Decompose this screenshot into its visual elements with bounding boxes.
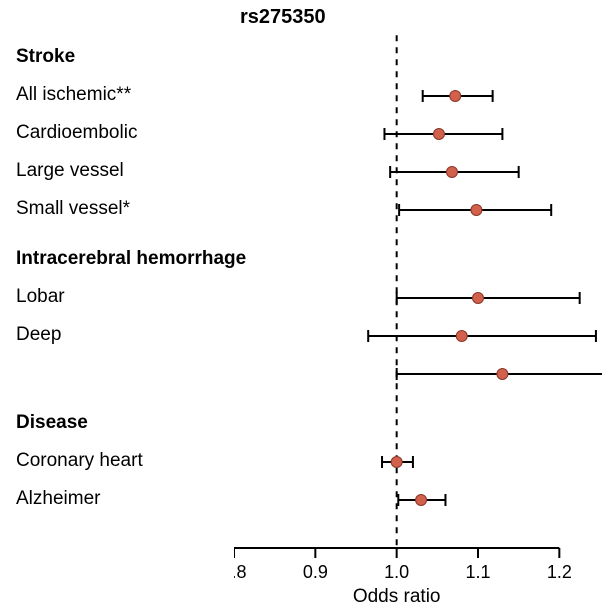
forest-plot-svg: 0.8 0.9 1.0 1.1 1.2	[234, 30, 602, 616]
row-label: Small vessel*	[16, 198, 130, 220]
row-label: Cardioembolic	[16, 122, 137, 144]
row-label: Lobar	[16, 286, 65, 308]
section-header: Stroke	[16, 46, 75, 68]
row-label: Alzheimer	[16, 488, 100, 510]
row-label: Deep	[16, 324, 61, 346]
row-label: Large vessel	[16, 160, 124, 182]
x-axis-label: Odds ratio	[353, 586, 441, 608]
row-label: All ischemic**	[16, 84, 131, 106]
x-tick-label: 1.2	[547, 562, 572, 582]
x-tick-label: 0.8	[234, 562, 247, 582]
section-header: Disease	[16, 412, 88, 434]
section-header: Intracerebral hemorrhage	[16, 248, 246, 270]
x-tick-label: 1.1	[465, 562, 490, 582]
row-label: Coronary heart	[16, 450, 143, 472]
x-tick-label: 1.0	[384, 562, 409, 582]
x-tick-label: 0.9	[303, 562, 328, 582]
forest-plot: 0.8 0.9 1.0 1.1 1.2	[234, 30, 602, 616]
chart-title: rs275350	[240, 6, 326, 29]
